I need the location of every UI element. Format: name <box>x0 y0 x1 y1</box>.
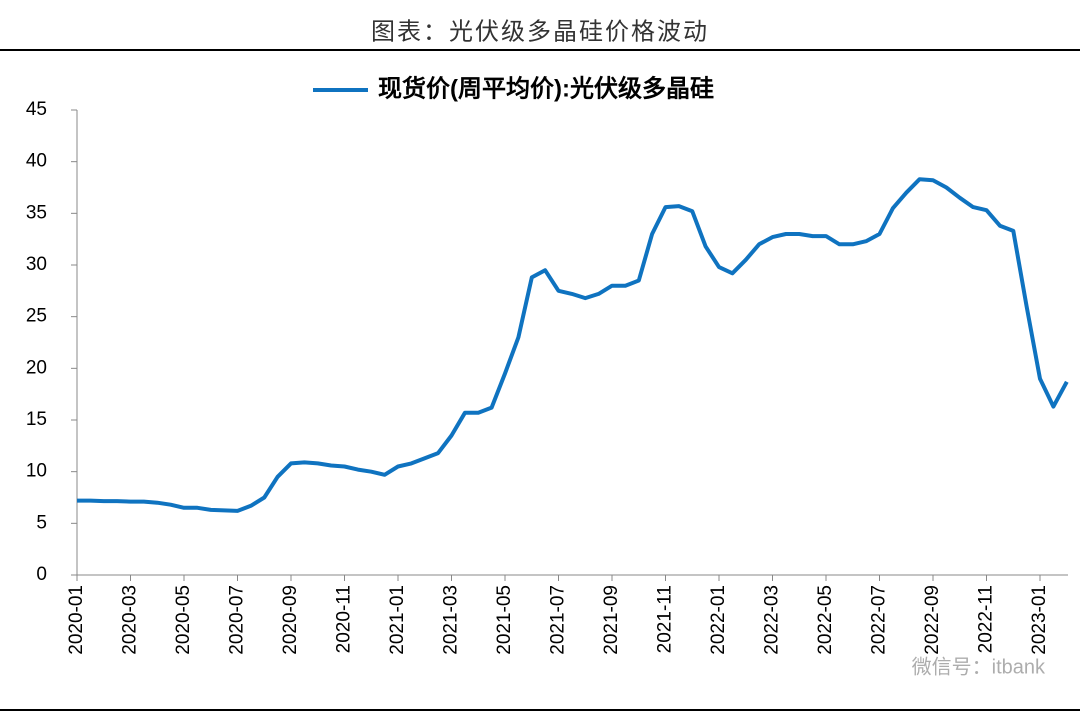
y-tick-label: 15 <box>26 409 47 430</box>
x-tick-label: 2023-01 <box>1029 585 1050 655</box>
watermark: 微信号：itbank <box>912 655 1046 678</box>
x-tick-label: 2022-09 <box>922 585 943 655</box>
x-tick-label: 2020-11 <box>334 585 355 653</box>
x-tick-label: 2021-09 <box>601 585 622 655</box>
x-tick-label: 2022-03 <box>762 585 783 655</box>
y-tick-label: 45 <box>26 99 47 120</box>
x-tick-label: 2020-09 <box>280 585 301 655</box>
y-tick-label: 10 <box>26 461 47 482</box>
y-tick-label: 0 <box>36 564 47 585</box>
x-tick-label: 2022-05 <box>815 585 836 655</box>
price-line <box>77 177 1069 513</box>
y-tick-label: 5 <box>36 512 47 533</box>
x-tick-label: 2021-01 <box>387 585 408 655</box>
y-tick-label: 20 <box>26 357 47 378</box>
x-tick-label: 2020-03 <box>120 585 141 655</box>
x-tick-label: 2021-03 <box>441 585 462 655</box>
legend-label: 现货价(周平均价):光伏级多晶硅 <box>378 74 714 102</box>
y-tick-label: 30 <box>26 254 47 275</box>
x-tick-label: 2022-07 <box>869 585 890 655</box>
y-tick-label: 35 <box>26 202 47 223</box>
y-tick-label: 40 <box>26 151 47 172</box>
x-tick-label: 2021-05 <box>494 585 515 655</box>
x-tick-label: 2022-01 <box>708 585 729 655</box>
x-tick-label: 2020-01 <box>66 585 87 655</box>
x-tick-label: 2021-07 <box>548 585 569 655</box>
chart-title: 图表：光伏级多晶硅价格波动 <box>371 18 709 45</box>
x-tick-label: 2020-07 <box>227 585 248 655</box>
x-tick-label: 2020-05 <box>173 585 194 655</box>
y-tick-label: 25 <box>26 306 47 327</box>
x-tick-label: 2022-11 <box>976 585 997 653</box>
x-tick-label: 2021-11 <box>655 585 676 653</box>
